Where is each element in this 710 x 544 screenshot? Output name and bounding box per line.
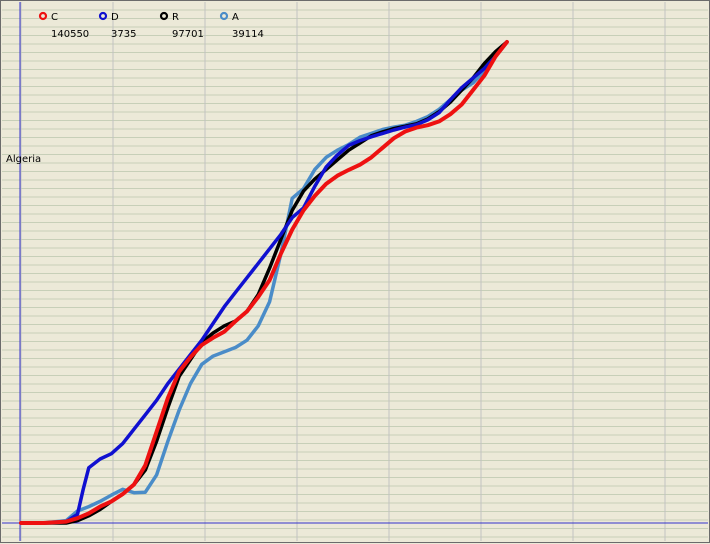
legend-label-r: R bbox=[172, 12, 179, 23]
legend-label-c: C bbox=[51, 12, 58, 23]
legend-marker-c bbox=[38, 11, 48, 21]
series-group bbox=[19, 40, 509, 525]
legend-count-c: 140550 bbox=[51, 29, 89, 40]
legend-marker-a bbox=[219, 11, 229, 21]
legend-marker-r bbox=[159, 11, 169, 21]
legend-marker-d bbox=[98, 11, 108, 21]
series-line-c bbox=[19, 40, 509, 525]
series-line-a bbox=[19, 40, 509, 525]
legend-count-a: 39114 bbox=[232, 29, 264, 40]
legend-count-d: 3735 bbox=[111, 29, 136, 40]
legend-label-a: A bbox=[232, 12, 239, 23]
legend-label-d: D bbox=[111, 12, 119, 23]
series-line-d bbox=[19, 40, 509, 525]
legend-count-r: 97701 bbox=[172, 29, 204, 40]
legend: C 140550 D 3735 R 97701 A 39114 bbox=[38, 11, 264, 40]
region-label: Algeria bbox=[6, 154, 41, 165]
